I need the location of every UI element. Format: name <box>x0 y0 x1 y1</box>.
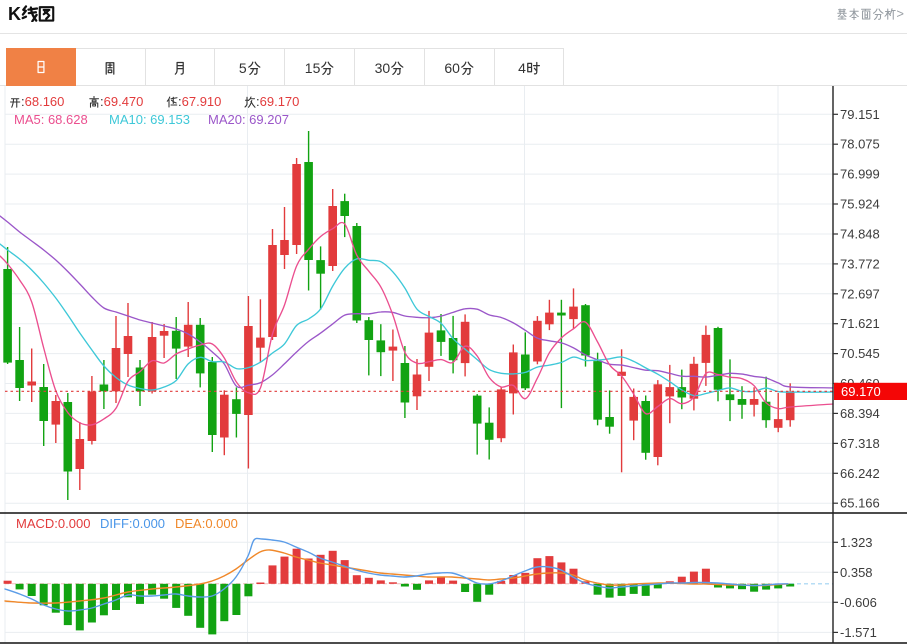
svg-text:-0.606: -0.606 <box>840 595 877 610</box>
svg-text:65.166: 65.166 <box>840 496 880 511</box>
svg-text:66.242: 66.242 <box>840 466 880 481</box>
svg-text:67.318: 67.318 <box>840 436 880 451</box>
svg-text:73.772: 73.772 <box>840 256 880 271</box>
svg-text:69.170: 69.170 <box>841 384 881 399</box>
svg-text:75.924: 75.924 <box>840 197 880 212</box>
svg-text:72.697: 72.697 <box>840 286 880 301</box>
svg-text:79.151: 79.151 <box>840 107 880 122</box>
svg-text:68.394: 68.394 <box>840 406 880 421</box>
svg-text:70.545: 70.545 <box>840 346 880 361</box>
svg-text:78.075: 78.075 <box>840 137 880 152</box>
svg-text:71.621: 71.621 <box>840 316 880 331</box>
svg-text:-1.571: -1.571 <box>840 625 877 640</box>
svg-text:74.848: 74.848 <box>840 227 880 242</box>
svg-text:76.999: 76.999 <box>840 167 880 182</box>
svg-text:1.323: 1.323 <box>840 535 873 550</box>
svg-text:0.358: 0.358 <box>840 565 873 580</box>
